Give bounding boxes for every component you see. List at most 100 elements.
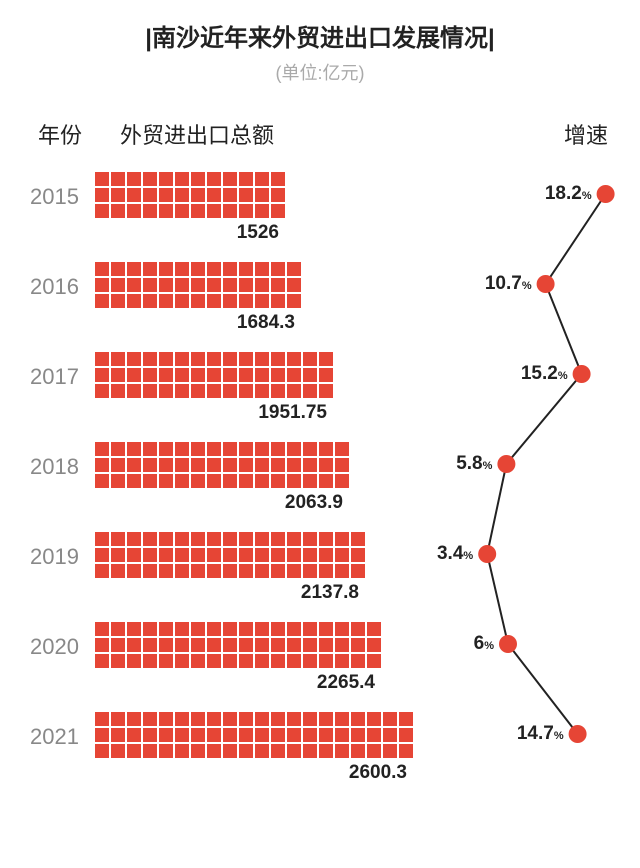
pictogram-unit (319, 548, 333, 562)
pictogram-unit (287, 622, 301, 636)
pictogram-unit (95, 384, 109, 398)
pictogram-unit (191, 474, 205, 488)
year-label: 2019 (30, 544, 79, 570)
pictogram-unit (95, 352, 109, 366)
pictogram-unit (271, 278, 285, 292)
pictogram-unit (127, 654, 141, 668)
pictogram-unit (191, 532, 205, 546)
pictogram-unit (175, 638, 189, 652)
pictogram-unit (95, 638, 109, 652)
pictogram-unit (111, 384, 125, 398)
pictogram-unit (143, 172, 157, 186)
pictogram-unit (159, 442, 173, 456)
pictogram-unit (127, 638, 141, 652)
pictogram-unit (207, 352, 221, 366)
pictogram-unit (287, 368, 301, 382)
pictogram-unit (159, 204, 173, 218)
pictogram-unit (111, 278, 125, 292)
data-row: 20171951.75 (0, 348, 640, 438)
pictogram-unit (239, 638, 253, 652)
pictogram-unit (223, 368, 237, 382)
pictogram-unit (319, 638, 333, 652)
pictogram-unit (255, 638, 269, 652)
pictogram-unit (143, 442, 157, 456)
pictogram-unit (127, 172, 141, 186)
pictogram-unit (111, 204, 125, 218)
pictogram-unit (351, 564, 365, 578)
pictogram-unit (239, 442, 253, 456)
pictogram-unit (127, 368, 141, 382)
pictogram-unit (255, 622, 269, 636)
pictogram-unit (271, 172, 285, 186)
pictogram-unit (159, 458, 173, 472)
pictogram-unit (287, 458, 301, 472)
pictogram-unit (271, 262, 285, 276)
pictogram-unit (287, 352, 301, 366)
header-year: 年份 (38, 118, 82, 150)
pictogram-unit (223, 622, 237, 636)
pictogram-unit (223, 638, 237, 652)
pictogram-unit (95, 262, 109, 276)
pictogram-unit (175, 458, 189, 472)
pictogram-unit (159, 368, 173, 382)
pictogram-unit (95, 532, 109, 546)
value-label: 1684.3 (237, 312, 295, 334)
pictogram-unit (399, 728, 413, 742)
pictogram-unit (239, 744, 253, 758)
pictogram-unit (175, 532, 189, 546)
pictogram-unit (223, 172, 237, 186)
pictogram-unit (319, 564, 333, 578)
pictogram-unit (255, 172, 269, 186)
pictogram-unit (223, 262, 237, 276)
pictogram-unit (143, 638, 157, 652)
pictogram-unit (303, 744, 317, 758)
pictogram-unit (159, 654, 173, 668)
pictogram-unit (175, 188, 189, 202)
pictogram-unit (319, 474, 333, 488)
pictogram-unit (111, 654, 125, 668)
pictogram-unit (127, 744, 141, 758)
pictogram-unit (191, 204, 205, 218)
pictogram-unit (223, 278, 237, 292)
pictogram-unit (127, 622, 141, 636)
pictogram-unit (207, 278, 221, 292)
pictogram-unit (207, 532, 221, 546)
pictogram-unit (367, 744, 381, 758)
pictogram-unit (191, 442, 205, 456)
pictogram-unit (319, 442, 333, 456)
header: |南沙近年来外贸进出口发展情况| (单位:亿元) (0, 0, 640, 85)
pictogram-unit (239, 172, 253, 186)
pictogram-unit (319, 368, 333, 382)
pictogram-unit (255, 188, 269, 202)
pictogram-unit (287, 744, 301, 758)
pictogram-unit (95, 204, 109, 218)
growth-label: 18.2% (545, 183, 592, 205)
pictogram-unit (367, 728, 381, 742)
pictogram-unit (207, 728, 221, 742)
pictogram-unit (287, 294, 301, 308)
data-row: 20151526 (0, 168, 640, 258)
pictogram-unit (335, 622, 349, 636)
pictogram-unit (271, 548, 285, 562)
pictogram-unit (319, 712, 333, 726)
pictogram-unit (111, 622, 125, 636)
pictogram-unit (223, 352, 237, 366)
pictogram-unit (159, 548, 173, 562)
pictogram-unit (255, 744, 269, 758)
pictogram-unit (319, 458, 333, 472)
pictogram-unit (143, 474, 157, 488)
pictogram-unit (255, 294, 269, 308)
pictogram-unit (255, 384, 269, 398)
chart-subtitle: (单位:亿元) (0, 59, 640, 85)
pictogram-unit (271, 442, 285, 456)
pictogram-unit (335, 712, 349, 726)
pictogram-unit (271, 564, 285, 578)
pictogram-unit (127, 474, 141, 488)
pictogram-unit (175, 352, 189, 366)
pictogram-unit (207, 712, 221, 726)
growth-label: 15.2% (521, 363, 568, 385)
pictogram-unit (143, 384, 157, 398)
pictogram-unit (287, 384, 301, 398)
pictogram-unit (239, 294, 253, 308)
year-label: 2017 (30, 364, 79, 390)
